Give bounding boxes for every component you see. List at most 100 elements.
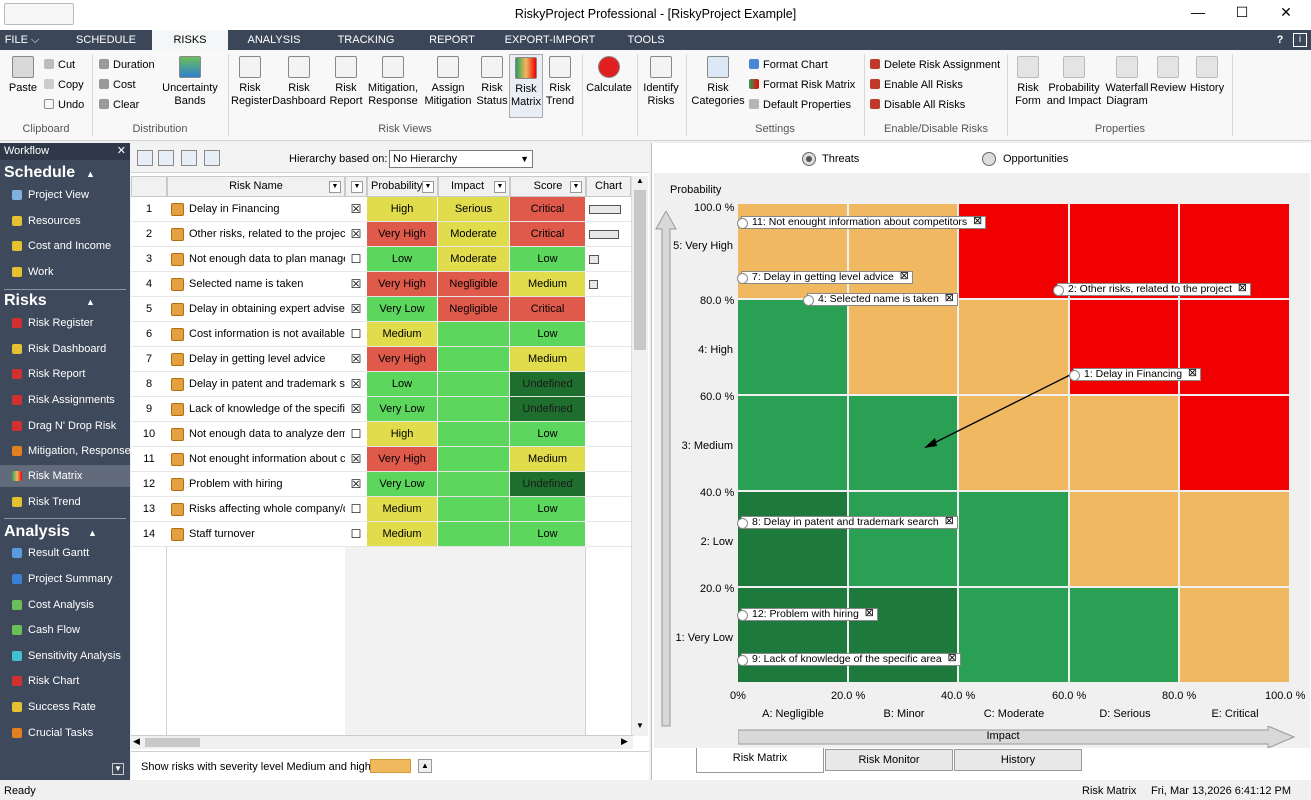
impact-cell[interactable] <box>438 522 510 547</box>
probability-cell[interactable]: Medium <box>367 497 438 522</box>
risk-report-button[interactable]: Risk Report <box>327 56 365 108</box>
probability-cell[interactable]: Low <box>367 372 438 397</box>
filter-icon[interactable] <box>181 150 197 166</box>
table-row[interactable]: 1 Delay in Financing ☒ High Serious Critical <box>131 197 649 222</box>
header-chart[interactable]: Chart <box>586 176 631 197</box>
workflow-item-risk-trend[interactable]: Risk Trend <box>0 491 130 513</box>
table-row[interactable]: 9 Lack of knowledge of the specific ☒ Very … <box>131 397 649 422</box>
risk-name-cell[interactable]: Delay in patent and trademark se <box>167 372 345 397</box>
probability-cell[interactable]: High <box>367 422 438 447</box>
cost-button[interactable]: Cost <box>99 77 136 93</box>
enabled-checkbox[interactable]: ☐ <box>345 422 367 447</box>
close-icon[interactable]: ✕ <box>1280 4 1292 20</box>
risk-name-cell[interactable]: Other risks, related to the project <box>167 222 345 247</box>
threats-radio[interactable] <box>802 152 816 166</box>
workflow-item-cash-flow[interactable]: Cash Flow <box>0 619 130 641</box>
tab-risks[interactable]: RISKS <box>152 30 228 50</box>
enabled-checkbox[interactable]: ☒ <box>345 372 367 397</box>
enabled-checkbox[interactable]: ☐ <box>345 247 367 272</box>
workflow-item-risk-report[interactable]: Risk Report <box>0 363 130 385</box>
scroll-thumb[interactable] <box>634 190 646 350</box>
score-cell[interactable]: Low <box>510 247 586 272</box>
risk-matrix-button[interactable]: Risk Matrix <box>509 54 543 118</box>
probability-cell[interactable]: Very High <box>367 222 438 247</box>
probability-cell[interactable]: Medium <box>367 522 438 547</box>
impact-cell[interactable] <box>438 322 510 347</box>
tab-risk-matrix[interactable]: Risk Matrix <box>696 748 824 773</box>
header-probability[interactable]: Probability ▼ <box>367 176 438 197</box>
workflow-item-cost-income[interactable]: Cost and Income <box>0 235 130 257</box>
workflow-item-drag-drop-risk[interactable]: Drag N' Drop Risk <box>0 415 130 437</box>
header-risk-name[interactable]: Risk Name ▼ <box>167 176 345 197</box>
scroll-down-icon[interactable]: ▼ <box>636 721 644 730</box>
scroll-thumb[interactable] <box>145 738 200 747</box>
risk-name-cell[interactable]: Cost information is not available <box>167 322 345 347</box>
risk-name-cell[interactable]: Selected name is taken <box>167 272 345 297</box>
enabled-checkbox[interactable]: ☒ <box>345 347 367 372</box>
risk-label-12[interactable]: 12: Problem with hiring <box>737 608 878 621</box>
disable-all-risks-button[interactable]: Disable All Risks <box>870 97 965 113</box>
paste-button[interactable]: Paste <box>6 56 40 95</box>
tab-report[interactable]: REPORT <box>429 34 475 46</box>
uncertainty-bands-button[interactable]: Uncertainty Bands <box>160 56 220 108</box>
risk-name-cell[interactable]: Delay in getting level advice <box>167 347 345 372</box>
risk-name-cell[interactable]: Delay in Financing <box>167 197 345 222</box>
calculate-button[interactable]: Calculate <box>584 56 634 95</box>
probability-cell[interactable]: High <box>367 197 438 222</box>
format-risk-matrix-button[interactable]: Format Risk Matrix <box>749 77 855 93</box>
risk-status-button[interactable]: Risk Status <box>475 56 509 108</box>
impact-cell[interactable]: Moderate <box>438 222 510 247</box>
probability-cell[interactable]: Very High <box>367 347 438 372</box>
tab-tools[interactable]: TOOLS <box>627 34 665 46</box>
risk-name-cell[interactable]: Not enough data to plan manager <box>167 247 345 272</box>
tab-file[interactable]: FILE ⌵ <box>4 34 40 46</box>
risk-dashboard-button[interactable]: Risk Dashboard <box>271 56 327 108</box>
score-cell[interactable]: Undefined <box>510 372 586 397</box>
score-cell[interactable]: Low <box>510 497 586 522</box>
matrix-cell[interactable] <box>848 300 959 396</box>
matrix-cell[interactable] <box>848 396 959 492</box>
table-row[interactable]: 14 Staff turnover ☐ Medium Low <box>131 522 649 547</box>
risk-name-cell[interactable]: Risks affecting whole company/d <box>167 497 345 522</box>
enabled-checkbox[interactable]: ☐ <box>345 522 367 547</box>
workflow-item-risk-register[interactable]: Risk Register <box>0 312 130 334</box>
id-sort-icon[interactable] <box>204 150 220 166</box>
risk-label-7[interactable]: 7: Delay in getting level advice <box>737 271 913 284</box>
probability-cell[interactable]: Low <box>367 247 438 272</box>
info-icon[interactable]: i <box>1293 33 1307 47</box>
score-cell[interactable]: Critical <box>510 297 586 322</box>
matrix-cell[interactable] <box>1180 300 1291 396</box>
tab-history[interactable]: History <box>954 749 1082 771</box>
collapse-icon[interactable]: ▲ <box>88 528 97 538</box>
undo-button[interactable]: Undo <box>44 97 84 113</box>
table-row[interactable]: 10 Not enough data to analyze dema ☐ High Lo… <box>131 422 649 447</box>
workflow-item-risk-dashboard[interactable]: Risk Dashboard <box>0 338 130 360</box>
header-impact[interactable]: Impact ▼ <box>438 176 510 197</box>
probability-cell[interactable]: Medium <box>367 322 438 347</box>
enabled-checkbox[interactable]: ☒ <box>345 297 367 322</box>
risk-register-button[interactable]: Risk Register <box>231 56 272 108</box>
table-row[interactable]: 6 Cost information is not available ☐ Mediu… <box>131 322 649 347</box>
matrix-cell[interactable] <box>959 588 1070 684</box>
impact-cell[interactable]: Negligible <box>438 297 510 322</box>
history-button[interactable]: History <box>1186 56 1228 95</box>
risk-name-cell[interactable]: Not enought information about co <box>167 447 345 472</box>
risk-label-8[interactable]: 8: Delay in patent and trademark search <box>737 516 958 529</box>
vertical-scrollbar[interactable]: ▲ ▼ <box>631 176 648 736</box>
impact-cell[interactable]: Serious <box>438 197 510 222</box>
matrix-cell[interactable] <box>848 492 959 588</box>
opportunities-radio[interactable] <box>982 152 996 166</box>
minimize-icon[interactable]: — <box>1191 4 1205 20</box>
matrix-cell[interactable] <box>1069 492 1180 588</box>
score-cell[interactable]: Medium <box>510 347 586 372</box>
chevron-up-icon[interactable]: ▲ <box>418 759 432 773</box>
risk-name-cell[interactable]: Delay in obtaining expert advise <box>167 297 345 322</box>
hierarchy-select[interactable]: No Hierarchy <box>389 150 533 168</box>
identify-risks-button[interactable]: Identify Risks <box>640 56 682 108</box>
risk-form-button[interactable]: Risk Form <box>1010 56 1046 108</box>
matrix-cell[interactable] <box>848 588 959 684</box>
help-icon[interactable]: ? <box>1276 34 1284 46</box>
matrix-cell[interactable] <box>738 300 849 396</box>
table-row[interactable]: 2 Other risks, related to the project ☒ Ver… <box>131 222 649 247</box>
workflow-item-resources[interactable]: Resources <box>0 210 130 232</box>
